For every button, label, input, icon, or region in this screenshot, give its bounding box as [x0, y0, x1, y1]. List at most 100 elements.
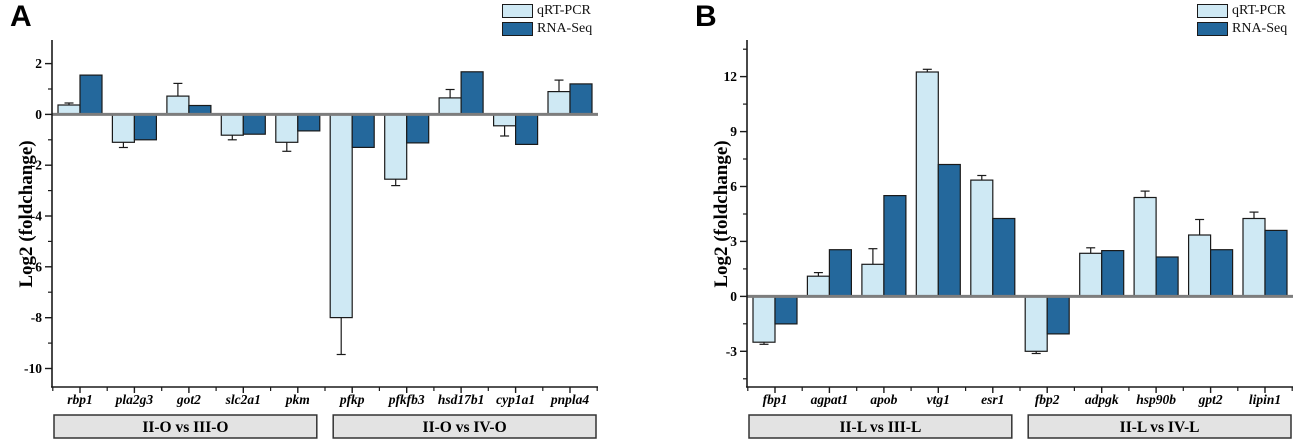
bar-rna-seq: [1264, 229, 1288, 297]
gene-label: pkm: [285, 392, 310, 407]
legend-item-qrt-pcr: qRT-PCR: [502, 3, 592, 19]
bar-qrt-pcr: [1024, 295, 1048, 352]
legend-item-rna-seq: RNA-Seq: [1197, 21, 1287, 37]
panel-a-chart: 2 0 -2 -4 -6 -8 -10 rbp1 pla2g3 got2 slc2a1 pkm pfkp…: [24, 40, 598, 439]
bar-rna-seq: [460, 71, 484, 116]
y-tick-label: 3: [730, 234, 737, 249]
bar-qrt-pcr: [861, 263, 885, 297]
bar-rna-seq: [79, 74, 103, 116]
bar-qrt-pcr: [329, 113, 353, 319]
legend-item-qrt-pcr: qRT-PCR: [1197, 3, 1287, 19]
bar-rna-seq: [1155, 256, 1179, 298]
bar-qrt-pcr: [752, 295, 776, 343]
bar-qrt-pcr: [970, 179, 994, 298]
bar-qrt-pcr: [1242, 217, 1266, 297]
bar-rna-seq: [883, 195, 907, 297]
bar-qrt-pcr: [1187, 234, 1212, 297]
y-tick-label: -4: [31, 209, 42, 224]
bar-rna-seq: [828, 249, 852, 297]
bar-qrt-pcr: [220, 113, 244, 136]
y-tick-label: 12: [724, 69, 738, 84]
panel-b: 12 9 6 3 0 -3 fbp1 agpat1 apob vtg1 esr1 fbp2 adpgk h…: [649, 0, 1299, 442]
y-tick-label: -10: [24, 361, 42, 376]
bar-rna-seq: [1101, 250, 1125, 298]
bar-qrt-pcr: [806, 275, 830, 297]
gene-label: vtg1: [927, 392, 950, 407]
y-tick-label: 0: [730, 289, 737, 304]
bar-rna-seq: [1046, 295, 1070, 335]
bar-rna-seq: [242, 113, 266, 135]
group-box: [53, 414, 318, 439]
legend-label: qRT-PCR: [1232, 3, 1286, 18]
legend-item-rna-seq: RNA-Seq: [502, 21, 592, 37]
bar-qrt-pcr: [1079, 252, 1103, 297]
panel-a-letter: A: [10, 0, 32, 33]
bar-rna-seq: [514, 113, 539, 146]
bar-qrt-pcr: [166, 95, 190, 115]
gene-label: pnpla4: [550, 392, 590, 407]
legend-swatch-qrt-pcr: [1197, 4, 1228, 18]
gene-label: slc2a1: [225, 392, 261, 407]
y-tick-label: -3: [726, 344, 737, 359]
gene-label: hsd17b1: [438, 392, 485, 407]
legend: qRT-PCR RNA-Seq: [502, 3, 592, 39]
bar-qrt-pcr: [111, 113, 136, 143]
y-tick-label: 0: [35, 107, 42, 122]
bar-qrt-pcr: [1133, 196, 1157, 298]
group-box: [1027, 414, 1292, 439]
gene-label: gpt2: [1198, 392, 1223, 407]
gene-label: pfkfb3: [388, 392, 425, 407]
group-box: [332, 414, 597, 439]
legend-swatch-qrt-pcr: [502, 4, 533, 18]
y-tick-label: -2: [31, 158, 42, 173]
legend-swatch-rna-seq: [502, 22, 533, 36]
y-tick-label: -6: [31, 259, 42, 274]
panel-b-chart: 12 9 6 3 0 -3 fbp1 agpat1 apob vtg1 esr1 fbp2 adpgk h…: [724, 40, 1293, 439]
legend-label: RNA-Seq: [1232, 21, 1288, 36]
y-tick-label: 2: [35, 56, 42, 71]
bar-qrt-pcr: [547, 90, 571, 116]
legend: qRT-PCR RNA-Seq: [1197, 3, 1287, 39]
y-tick-label: -8: [31, 310, 42, 325]
bar-rna-seq: [297, 113, 321, 132]
panel-a: 2 0 -2 -4 -6 -8 -10 rbp1 pla2g3 got2 slc2a1 pkm pfkp…: [10, 0, 598, 439]
gene-label: pfkp: [339, 392, 365, 407]
gene-label: fbp2: [1035, 392, 1060, 407]
gene-label: adpgk: [1085, 392, 1119, 407]
group-label: II-O vs IV-O: [423, 419, 507, 436]
bar-qrt-pcr: [493, 113, 517, 127]
group-box: [748, 414, 1013, 439]
legend-label: RNA-Seq: [537, 21, 593, 36]
gene-label: lipin1: [1249, 392, 1281, 407]
gene-label: apob: [870, 392, 897, 407]
bar-rna-seq: [1209, 249, 1234, 297]
bar-qrt-pcr: [384, 113, 408, 180]
gene-label: fbp1: [763, 392, 788, 407]
group-label: II-L vs III-L: [839, 419, 921, 436]
bar-qrt-pcr: [275, 113, 299, 143]
gene-label: agpat1: [811, 392, 849, 407]
legend-label: qRT-PCR: [537, 3, 591, 18]
group-label: II-O vs III-O: [142, 419, 228, 436]
bar-rna-seq: [351, 113, 375, 149]
bar-rna-seq: [992, 217, 1016, 297]
panel-b-letter: B: [695, 0, 717, 33]
y-axis-label: Log2 (foldchange): [16, 140, 37, 288]
gene-label: cyp1a1: [496, 392, 535, 407]
bar-rna-seq: [937, 163, 961, 297]
y-axis-label: Log2 (foldchange): [711, 140, 732, 288]
y-tick-label: 9: [730, 124, 737, 139]
bar-rna-seq: [774, 295, 798, 325]
bar-rna-seq: [569, 83, 593, 116]
bar-rna-seq: [406, 113, 430, 144]
gene-label: got2: [176, 392, 201, 407]
group-label: II-L vs IV-L: [1120, 419, 1200, 436]
y-tick-label: 6: [730, 179, 737, 194]
gene-label: esr1: [981, 392, 1004, 407]
gene-label: rbp1: [67, 392, 93, 407]
legend-swatch-rna-seq: [1197, 22, 1228, 36]
bar-qrt-pcr: [915, 71, 939, 297]
bar-qrt-pcr: [438, 97, 462, 116]
gene-label: hsp90b: [1136, 392, 1176, 407]
